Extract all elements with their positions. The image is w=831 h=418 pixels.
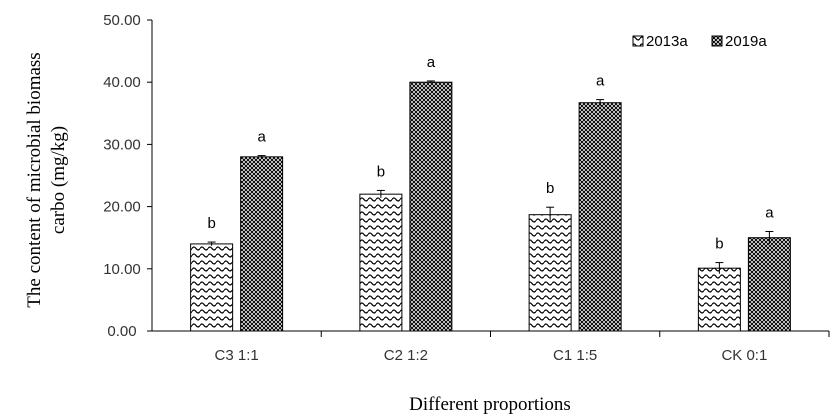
x-axis-title: Different proportions xyxy=(409,394,571,415)
legend: 2013a 2019a xyxy=(632,33,767,50)
significance-label: b xyxy=(207,215,215,232)
legend-label: 2019a xyxy=(725,33,767,50)
y-tick-label: 0.00 xyxy=(107,323,136,340)
significance-label: a xyxy=(596,73,605,90)
legend-swatch xyxy=(632,35,644,47)
legend-label: 2013a xyxy=(646,33,688,50)
legend-swatch xyxy=(711,35,723,47)
bar-2013a xyxy=(697,267,741,332)
y-tick-label: 40.00 xyxy=(103,74,141,91)
y-tick-label: 30.00 xyxy=(103,136,141,153)
significance-label: b xyxy=(715,236,723,253)
significance-label: b xyxy=(377,163,385,180)
x-tick-label: CK 0:1 xyxy=(721,347,767,364)
significance-label: a xyxy=(765,204,774,221)
y-tick-label: 50.00 xyxy=(103,12,141,29)
bar-2019a xyxy=(240,156,284,332)
y-axis-ticks: 0.00 10.00 20.00 30.00 40.00 50.00 xyxy=(103,12,152,340)
bar-2019a xyxy=(747,237,791,332)
x-axis-ticks: C3 1:1 C2 1:2 C1 1:5 CK 0:1 xyxy=(215,331,830,364)
bar-2013a xyxy=(190,243,234,332)
bars xyxy=(190,81,791,332)
bar-2013a xyxy=(528,214,572,332)
significance-label: b xyxy=(546,180,554,197)
error-bars xyxy=(207,80,774,274)
x-tick-label: C2 1:2 xyxy=(384,347,428,364)
y-tick-label: 10.00 xyxy=(103,261,141,278)
significance-label: a xyxy=(427,54,436,71)
x-tick-label: C3 1:1 xyxy=(215,347,259,364)
bar-2013a xyxy=(359,193,403,332)
significance-labels: b a b a b a b a xyxy=(207,54,774,253)
y-tick-label: 20.00 xyxy=(103,199,141,216)
bar-2019a xyxy=(578,102,622,332)
x-tick-label: C1 1:5 xyxy=(553,347,597,364)
y-axis-title: The content of microbial biomass carbo (… xyxy=(24,52,69,307)
y-axis-title-line-2: carbo (mg/kg) xyxy=(48,126,69,234)
bar-2019a xyxy=(409,81,453,332)
y-axis-title-line-1: The content of microbial biomass xyxy=(24,52,45,307)
significance-label: a xyxy=(257,129,266,146)
